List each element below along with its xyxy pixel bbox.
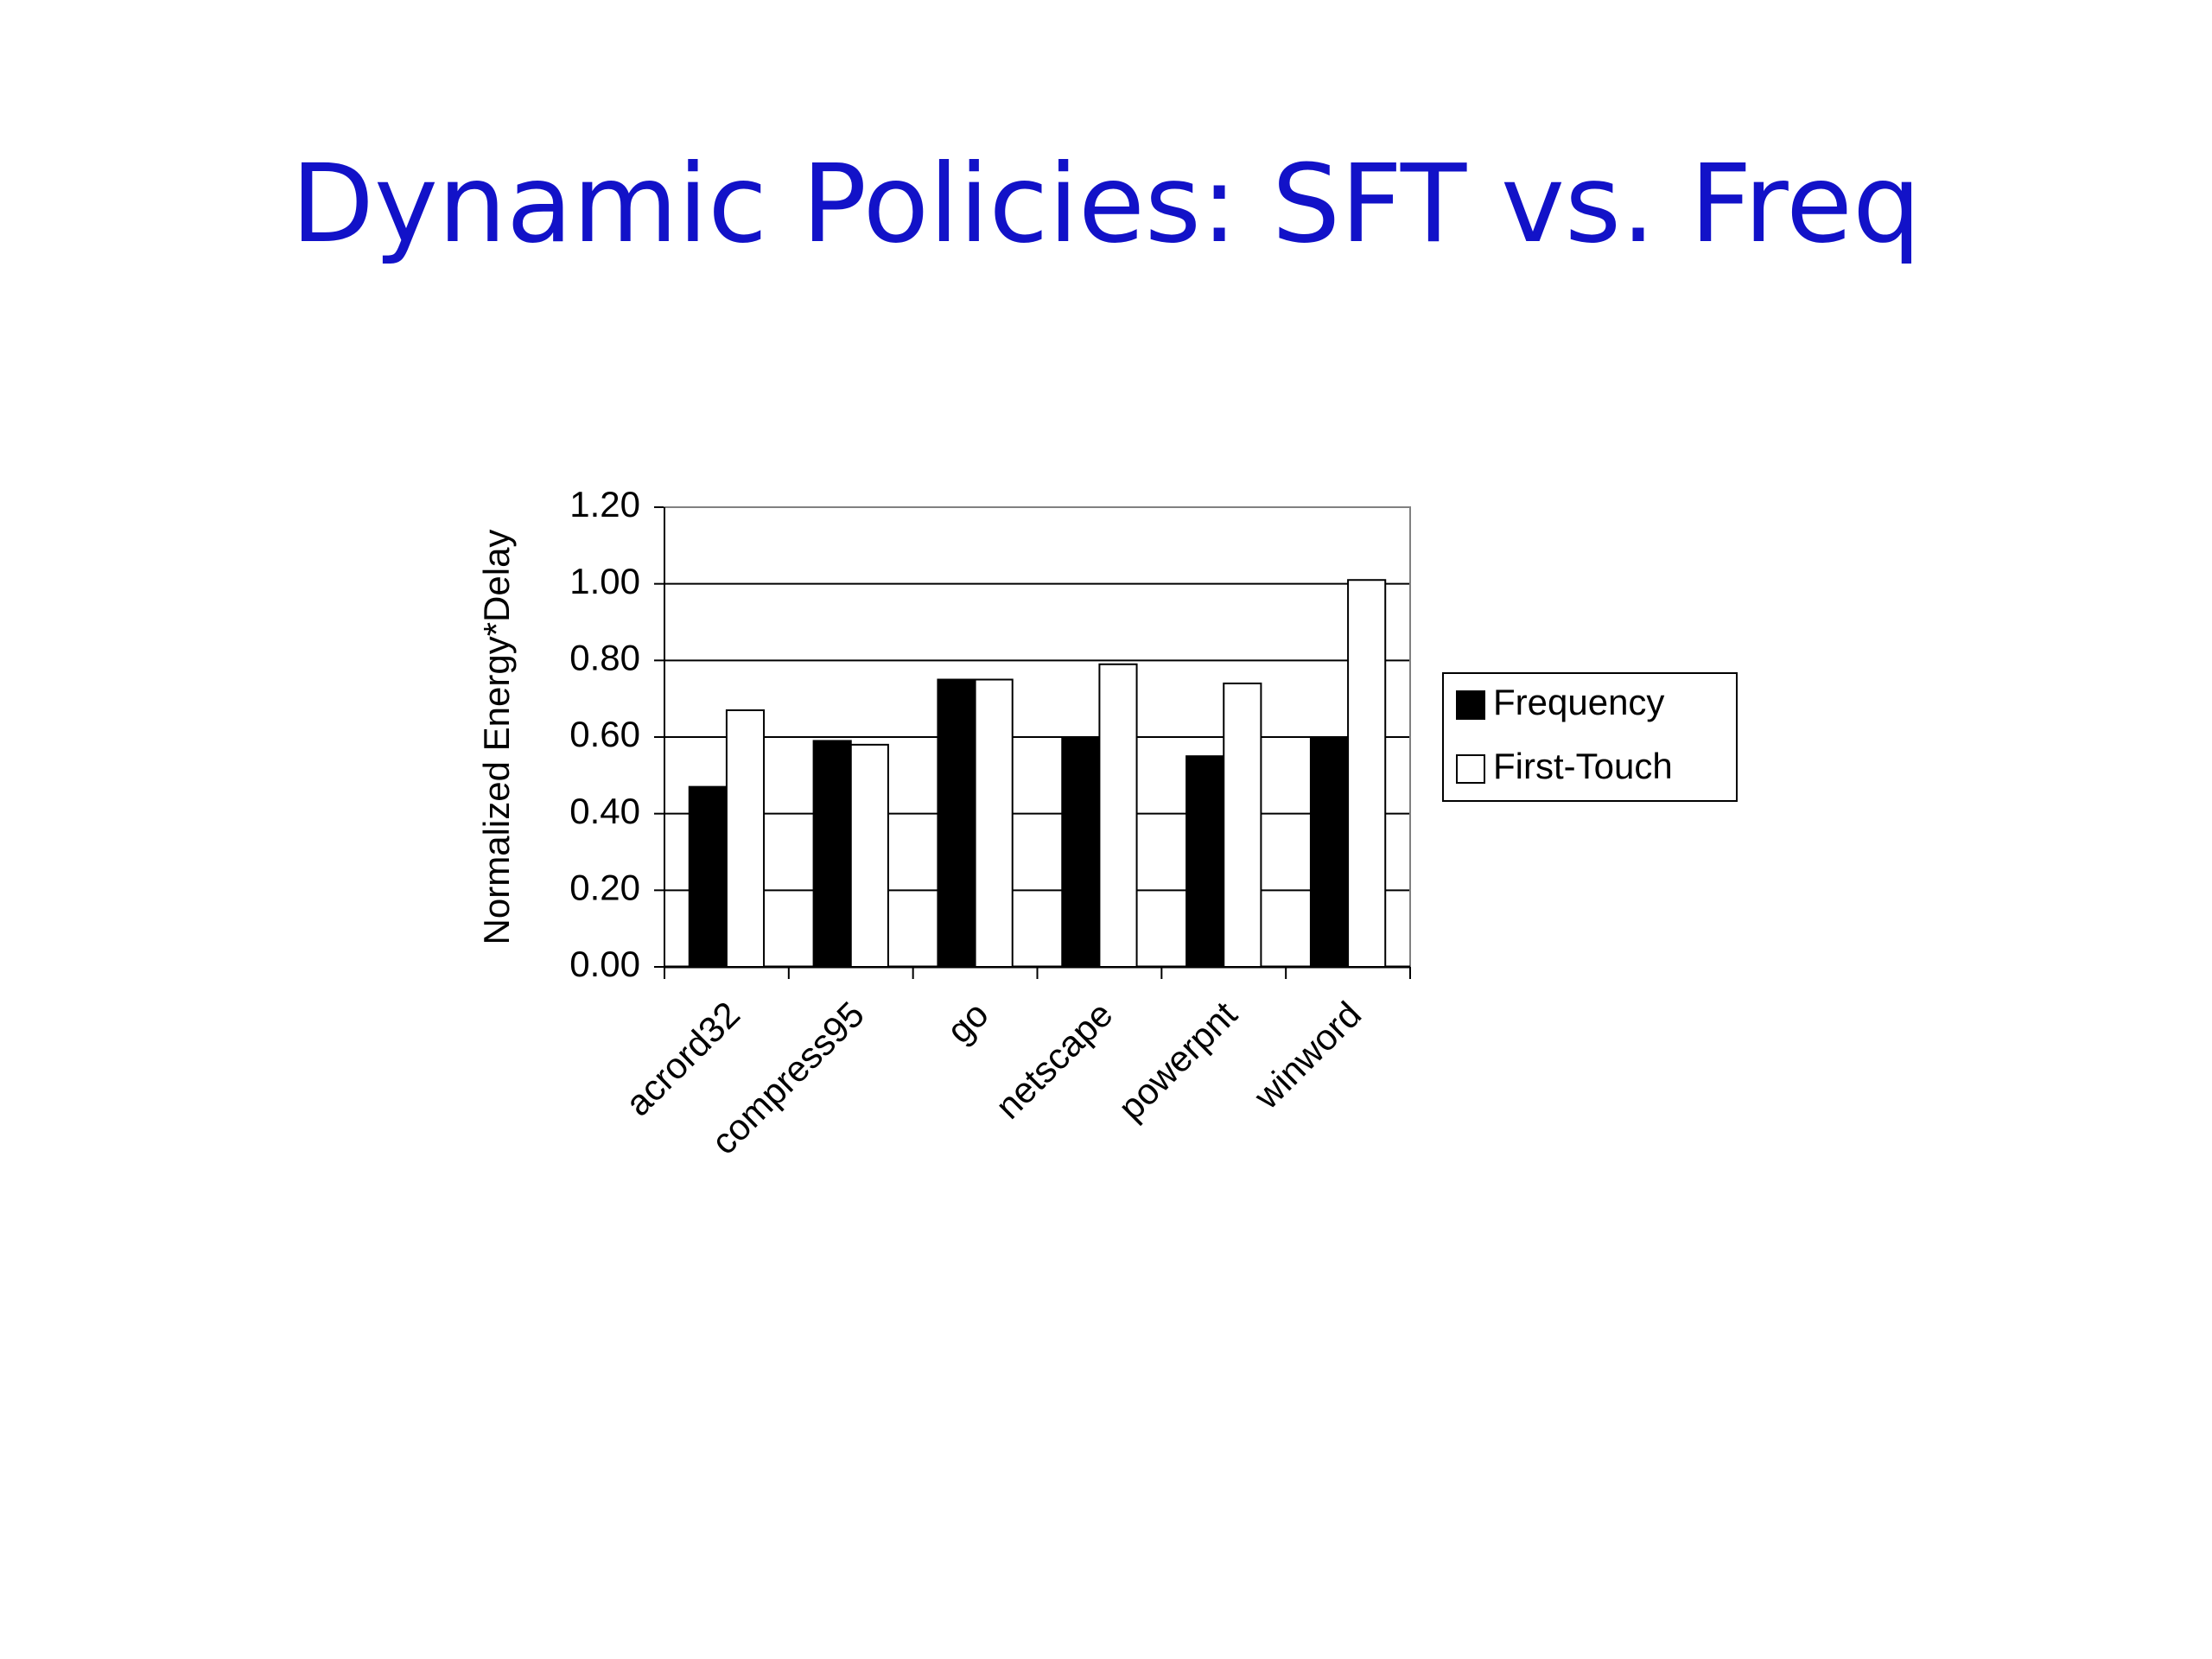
bar xyxy=(1223,682,1262,969)
legend-box xyxy=(1442,672,1738,802)
slide-title: Dynamic Policies: SFT vs. Freq xyxy=(291,142,1922,267)
bar xyxy=(974,678,1014,968)
bar xyxy=(1347,579,1387,968)
y-tick-label: 0.00 xyxy=(569,944,640,984)
bar xyxy=(849,743,889,968)
bar xyxy=(1061,736,1101,968)
bar xyxy=(725,709,766,968)
legend-swatch xyxy=(1456,690,1485,720)
bar xyxy=(1098,663,1138,968)
y-tick-label: 1.20 xyxy=(569,484,640,524)
legend-label: Frequency xyxy=(1493,682,1664,722)
bar xyxy=(812,740,852,969)
legend-swatch xyxy=(1456,754,1485,784)
y-axis-label: Normalized Energy*Delay xyxy=(476,530,517,945)
bar xyxy=(937,678,976,968)
x-tick-label: powerpnt xyxy=(1110,994,1245,1128)
bar xyxy=(688,785,728,969)
x-tick-label: winword xyxy=(1245,994,1369,1117)
x-tick-label: netscape xyxy=(988,994,1121,1127)
y-tick-label: 0.20 xyxy=(569,867,640,907)
y-tick-label: 1.00 xyxy=(569,561,640,601)
legend-label: First-Touch xyxy=(1493,746,1673,786)
y-tick-label: 0.40 xyxy=(569,791,640,831)
bar xyxy=(1309,736,1350,968)
x-tick-label: acrord32 xyxy=(618,994,747,1123)
y-tick-label: 0.80 xyxy=(569,637,640,677)
x-tick-label: go xyxy=(939,994,996,1051)
bar xyxy=(1185,755,1225,969)
y-tick-label: 0.60 xyxy=(569,714,640,754)
